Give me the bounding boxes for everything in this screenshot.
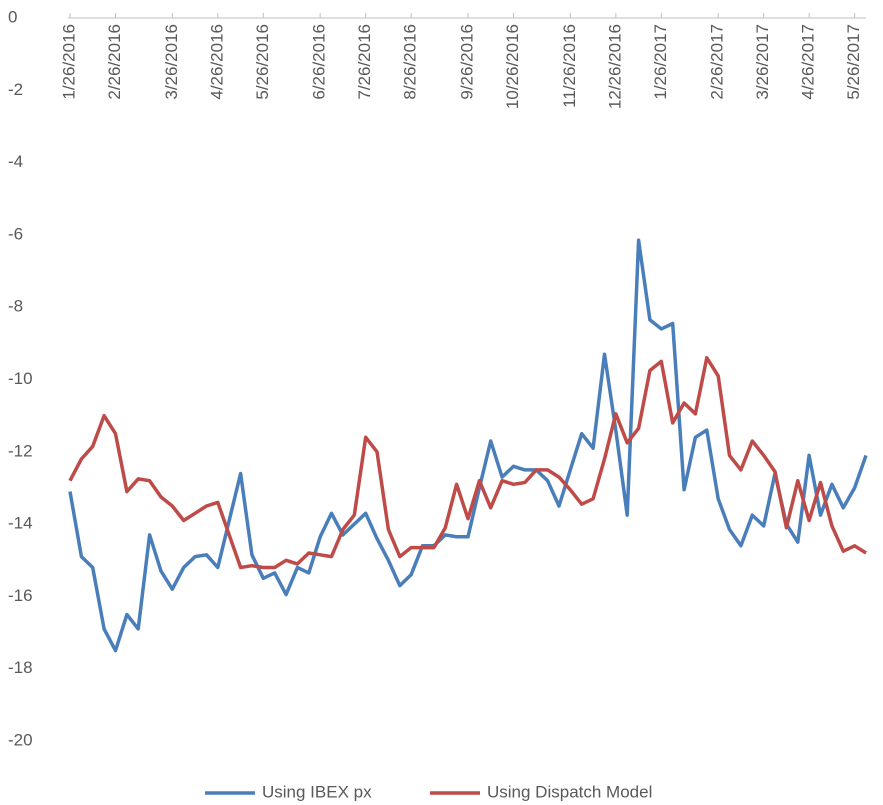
x-tick-label: 9/26/2016: [457, 24, 476, 100]
x-tick-label: 2/26/2016: [105, 24, 124, 100]
y-tick-label: 0: [8, 7, 17, 26]
x-tick-label: 2/26/2017: [708, 24, 727, 100]
y-tick-label: -2: [8, 80, 23, 99]
x-tick-label: 12/26/2016: [605, 24, 624, 109]
series-line: [68, 356, 867, 570]
y-tick-label: -14: [8, 514, 33, 533]
y-tick-label: -16: [8, 586, 33, 605]
x-tick-label: 7/26/2016: [355, 24, 374, 100]
series-line: [68, 238, 868, 653]
legend-label: Using Dispatch Model: [487, 782, 652, 801]
legend-label: Using IBEX px: [262, 782, 372, 801]
y-tick-label: -10: [8, 369, 33, 388]
x-tick-label: 3/26/2017: [753, 24, 772, 100]
y-tick-label: -6: [8, 224, 23, 243]
x-tick-label: 10/26/2016: [503, 24, 522, 109]
x-tick-label: 11/26/2016: [560, 24, 579, 108]
x-tick-label: 1/26/2016: [59, 24, 78, 100]
y-tick-label: -18: [8, 658, 33, 677]
y-tick-label: -20: [8, 730, 33, 749]
x-tick-label: 5/26/2016: [253, 24, 272, 100]
y-tick-label: -8: [8, 297, 23, 316]
x-tick-label: 6/26/2016: [310, 24, 329, 100]
x-tick-label: 4/26/2016: [207, 24, 226, 100]
y-tick-label: -12: [8, 441, 33, 460]
y-tick-label: -4: [8, 152, 23, 171]
x-tick-label: 5/26/2017: [844, 24, 863, 100]
x-tick-label: 1/26/2017: [651, 24, 670, 100]
x-tick-label: 3/26/2016: [162, 24, 181, 100]
x-tick-label: 4/26/2017: [799, 24, 818, 100]
x-tick-label: 8/26/2016: [401, 24, 420, 100]
